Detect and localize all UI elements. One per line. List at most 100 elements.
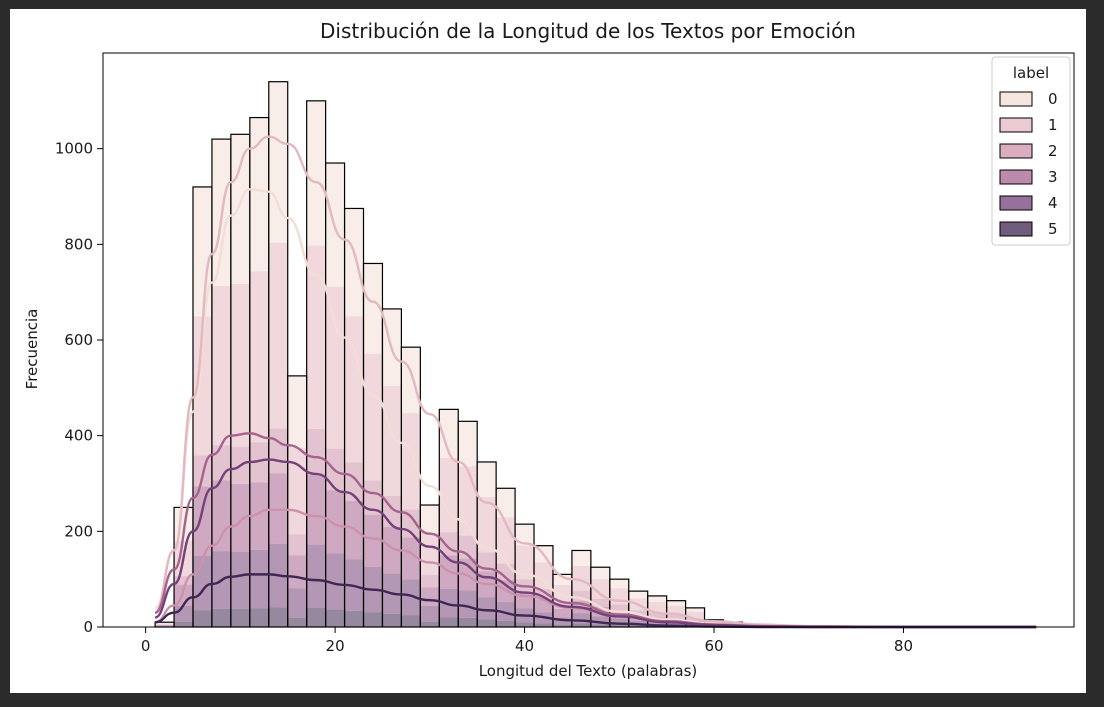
hist-bar-segment: [647, 612, 667, 618]
hist-bar-segment: [155, 625, 175, 627]
hist-bar-segment: [477, 619, 497, 627]
hist-bar-segment: [382, 526, 402, 574]
hist-bar-segment: [382, 613, 402, 627]
hist-bar-segment: [155, 622, 175, 624]
hist-bar-segment: [496, 620, 516, 627]
hist-bar-segment: [230, 551, 250, 609]
hist-bar-segment: [458, 590, 478, 618]
y-tick-label: 400: [64, 427, 93, 445]
hist-bar-segment: [552, 574, 572, 586]
hist-bar-segment: [249, 117, 269, 272]
hist-bar-segment: [192, 610, 212, 627]
hist-bar-segment: [249, 271, 269, 443]
hist-bar-segment: [420, 574, 440, 588]
hist-bar-segment: [666, 615, 686, 619]
legend-swatch-1: [999, 117, 1033, 133]
hist-bar-segment: [174, 621, 193, 627]
hist-bar-segment: [458, 617, 478, 627]
hist-bar-segment: [287, 617, 307, 627]
x-tick-label: 60: [704, 637, 723, 655]
hist-bar-segment: [647, 602, 667, 613]
hist-bar-segment: [230, 284, 250, 447]
y-tick-label: 0: [83, 618, 93, 636]
hist-bar-segment: [401, 615, 421, 627]
hist-bar-segment: [306, 607, 326, 627]
hist-bar-segment: [628, 591, 648, 599]
hist-bar-segment: [647, 621, 667, 626]
hist-bar-segment: [249, 442, 269, 483]
hist-bar-segment: [515, 622, 535, 627]
hist-bar-segment: [363, 480, 383, 515]
hist-bar-segment: [306, 428, 326, 475]
hist-bar-segment: [571, 623, 591, 627]
hist-bar-segment: [192, 556, 212, 611]
hist-bar-segment: [268, 81, 288, 243]
hist-bar-segment: [666, 622, 686, 627]
hist-bar-segment: [571, 590, 591, 601]
hist-bar-segment: [609, 618, 629, 625]
y-axis-label: Frecuencia: [23, 309, 41, 390]
hist-bar-segment: [287, 375, 307, 448]
hist-bar-segment: [174, 606, 193, 622]
chart-title: Distribución de la Longitud de los Texto…: [320, 19, 856, 43]
hist-bar-segment: [192, 486, 212, 557]
hist-bar-segment: [590, 598, 610, 607]
hist-bar-segment: [571, 613, 591, 624]
hist-bar-segment: [590, 624, 610, 627]
hist-bar-segment: [401, 579, 421, 616]
bars-layer: [154, 81, 744, 628]
hist-bar-segment: [420, 621, 440, 627]
hist-bar-segment: [363, 612, 383, 627]
hist-bar-segment: [647, 595, 667, 603]
hist-bar-segment: [439, 617, 459, 627]
legend-swatch-5: [999, 221, 1033, 237]
y-tick-label: 1000: [55, 140, 93, 158]
hist-bar-segment: [268, 607, 288, 627]
hist-bar-segment: [174, 576, 193, 585]
hist-bar-segment: [306, 474, 326, 545]
hist-bar-segment: [420, 605, 440, 622]
legend-label-2: 2: [1048, 142, 1058, 160]
hist-bar-segment: [344, 316, 364, 463]
hist-bar-segment: [420, 587, 440, 606]
hist-bar-segment: [325, 286, 345, 449]
hist-bar-segment: [230, 484, 250, 552]
legend-label-1: 1: [1048, 116, 1058, 134]
hist-bar-segment: [401, 413, 421, 510]
hist-bar-segment: [192, 316, 212, 456]
hist-bar-segment: [496, 602, 516, 621]
legend-title: label: [1013, 64, 1049, 82]
hist-bar-segment: [249, 482, 269, 550]
legend-entries: 0 1 2 3 4 5: [999, 90, 1058, 238]
hist-bar-segment: [590, 579, 610, 599]
hist-bar-segment: [344, 462, 364, 501]
hist-bar-segment: [325, 553, 345, 610]
hist-bar-segment: [609, 624, 629, 627]
hist-bar-segment: [268, 428, 288, 474]
legend-label-0: 0: [1048, 90, 1058, 108]
hist-bar-segment: [268, 242, 288, 429]
hist-bar-segment: [571, 565, 591, 591]
hist-bar-segment: [363, 263, 383, 354]
y-tick-label: 800: [64, 235, 93, 253]
hist-bar-segment: [439, 457, 459, 533]
hist-bar-segment: [344, 208, 364, 317]
hist-bar-segment: [666, 600, 686, 606]
kde-line-1: [154, 135, 1037, 629]
hist-bar-segment: [628, 625, 648, 627]
hist-bar-segment: [496, 488, 516, 518]
hist-bar-segment: [211, 445, 231, 481]
hist-bar-segment: [401, 537, 421, 580]
hist-bar-segment: [571, 550, 591, 566]
hist-bar-segment: [249, 549, 269, 609]
hist-bar-segment: [230, 134, 250, 285]
hist-bar-segment: [515, 545, 535, 580]
hist-bar-segment: [590, 616, 610, 625]
hist-bar-segment: [287, 447, 307, 535]
figure-frame: 0 20 40 60 80 0 200 400 600 800 1000 Distribución…: [10, 9, 1086, 693]
x-tick-label: 80: [894, 637, 913, 655]
hist-bar-segment: [401, 347, 421, 414]
hist-bar-segment: [420, 505, 440, 533]
x-axis-ticks: 0 20 40 60 80: [141, 627, 913, 655]
